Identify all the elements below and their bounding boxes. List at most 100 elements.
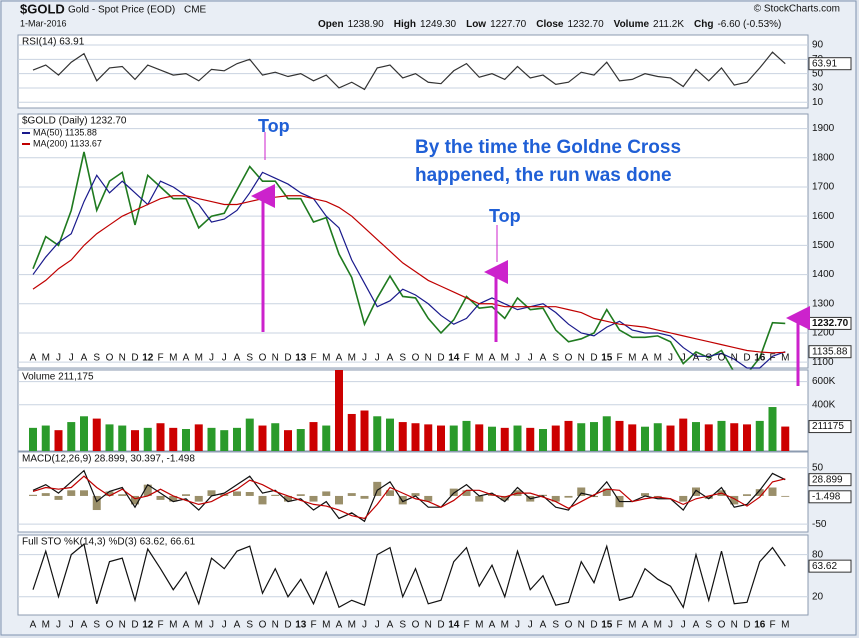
- bar: [194, 495, 203, 502]
- x-tick-label: J: [209, 353, 214, 364]
- line: [32, 543, 786, 609]
- x-tick-label: A: [693, 620, 700, 631]
- source: © StockCharts.com: [754, 4, 840, 15]
- x-tick-label: J: [222, 620, 227, 631]
- quote-label: Open: [318, 19, 344, 30]
- bar: [641, 426, 649, 451]
- x-tick-label: M: [628, 620, 636, 631]
- x-tick-label: M: [42, 620, 50, 631]
- y-tick-label: 1200: [812, 328, 835, 339]
- x-tick-label: N: [731, 353, 738, 364]
- bar: [335, 370, 343, 451]
- bar: [602, 488, 611, 496]
- x-tick-label: O: [565, 620, 573, 631]
- x-tick-label: J: [668, 353, 673, 364]
- x-tick-label: N: [731, 620, 738, 631]
- symbol: $GOLD: [20, 1, 65, 16]
- bar: [67, 490, 76, 496]
- bar: [245, 418, 254, 451]
- bar: [271, 494, 280, 496]
- value-box: [808, 345, 852, 359]
- bar: [80, 490, 88, 496]
- bar: [296, 494, 305, 496]
- x-tick-label: A: [234, 353, 241, 364]
- quote-value: 1238.90: [348, 19, 385, 30]
- bar: [143, 427, 152, 451]
- x-tick-label: F: [616, 620, 622, 631]
- x-tick-label: S: [246, 353, 253, 364]
- x-tick-label: O: [718, 620, 726, 631]
- x-tick-label: D: [743, 353, 750, 364]
- x-tick-label: O: [412, 620, 420, 631]
- line: [32, 469, 786, 523]
- x-tick-label: 15: [601, 620, 613, 631]
- bar: [730, 423, 739, 451]
- bar: [692, 422, 700, 451]
- x-tick-label: F: [769, 353, 775, 364]
- bar: [54, 495, 63, 500]
- bar: [156, 423, 165, 451]
- x-tick-label: J: [56, 620, 61, 631]
- bar: [641, 493, 649, 496]
- value-box-label: 1232.70: [812, 318, 849, 329]
- x-tick-label: S: [705, 353, 712, 364]
- x-tick-label: J: [681, 353, 686, 364]
- x-tick-label: A: [540, 353, 547, 364]
- x-tick-label: M: [195, 620, 203, 631]
- y-tick-label: 1400: [812, 269, 835, 280]
- bar: [182, 429, 190, 451]
- value-box: [808, 57, 852, 71]
- x-tick-label: 12: [142, 620, 154, 631]
- x-tick-label: D: [743, 620, 750, 631]
- x-tick-label: D: [131, 620, 138, 631]
- quote-label: Volume: [614, 19, 650, 30]
- x-tick-label: O: [718, 353, 726, 364]
- bar: [411, 423, 420, 451]
- bar: [143, 484, 152, 496]
- x-tick-label: F: [310, 620, 316, 631]
- x-tick-label: A: [81, 353, 88, 364]
- bar: [131, 495, 139, 505]
- x-tick-label: F: [463, 620, 469, 631]
- quote-label: Low: [466, 19, 486, 30]
- instrument-name: Gold - Spot Price (EOD): [68, 5, 175, 16]
- x-tick-label: M: [322, 620, 330, 631]
- x-tick-label: 13: [295, 620, 307, 631]
- bar: [373, 481, 382, 496]
- bar: [258, 495, 267, 505]
- x-tick-label: O: [106, 620, 114, 631]
- bar: [577, 423, 586, 451]
- x-tick-label: A: [183, 620, 190, 631]
- bar: [131, 430, 139, 451]
- bar: [207, 490, 216, 496]
- quote-value: -6.60 (-0.53%): [717, 19, 781, 30]
- value-box-label: 1135.88: [812, 346, 848, 357]
- y-tick-label: 1100: [812, 357, 834, 368]
- bar: [156, 495, 165, 500]
- x-tick-label: D: [131, 353, 138, 364]
- bar: [386, 418, 394, 451]
- bar: [526, 427, 535, 451]
- x-tick-label: J: [56, 353, 61, 364]
- bar: [602, 416, 611, 451]
- x-tick-label: O: [106, 353, 114, 364]
- x-tick-label: O: [259, 353, 267, 364]
- bar: [590, 422, 598, 451]
- bar: [424, 424, 433, 451]
- bar: [488, 426, 496, 451]
- x-tick-label: A: [30, 620, 37, 631]
- x-tick-label: A: [336, 353, 343, 364]
- x-tick-label: A: [81, 620, 88, 631]
- y-tick-label: 1300: [812, 298, 835, 309]
- bar: [717, 420, 726, 451]
- panel-title: MACD(12,26,9) 28.899, 30.397, -1.498: [22, 454, 195, 465]
- bar: [169, 495, 178, 502]
- x-tick-label: A: [234, 620, 241, 631]
- bar: [296, 429, 305, 451]
- x-tick-label: J: [69, 353, 74, 364]
- x-tick-label: 16: [754, 353, 766, 364]
- quote-label: Close: [536, 19, 564, 30]
- y-tick-label: 600K: [812, 376, 836, 387]
- y-tick-label: 1900: [812, 123, 835, 134]
- exchange: CME: [184, 5, 207, 16]
